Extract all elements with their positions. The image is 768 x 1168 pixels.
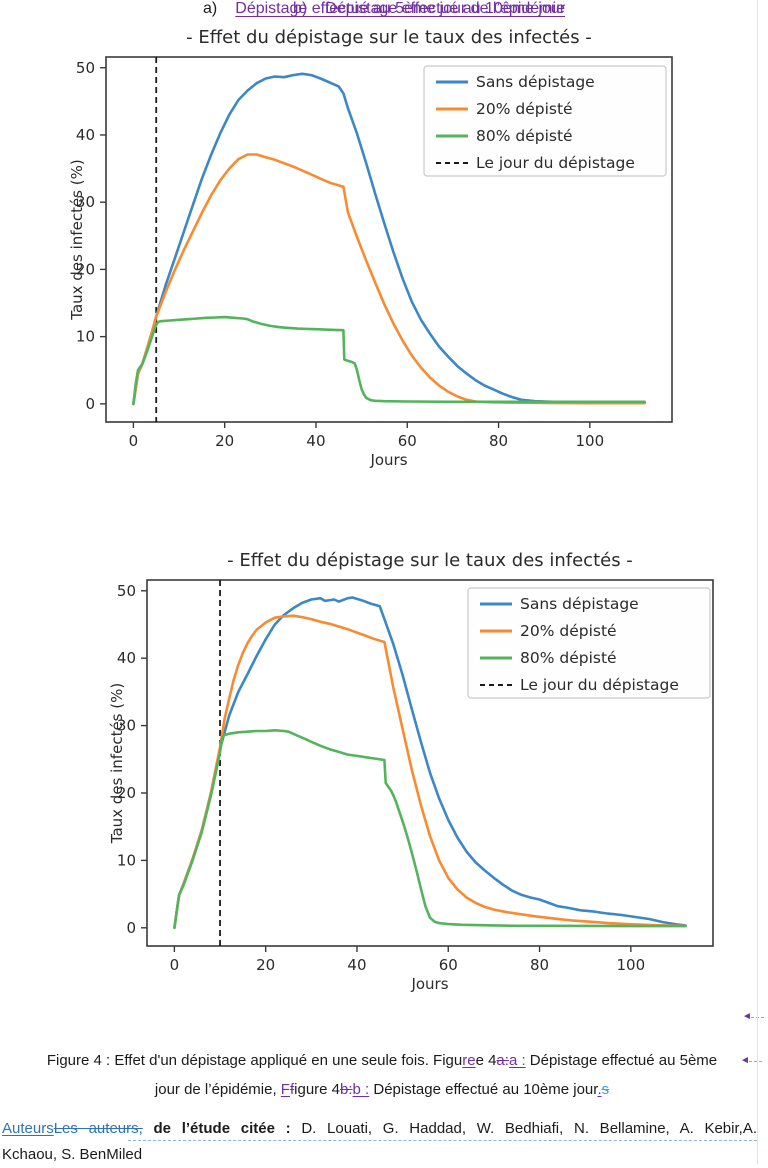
authors-line2: Kchaou, S. BenMiled [2,1142,757,1168]
svg-text:60: 60 [439,956,458,974]
comment-anchor-icon[interactable]: ◄ [742,1011,752,1022]
svg-text:10: 10 [117,851,136,869]
text-run: Dépistage effectué au 10ème jour [369,1081,598,1098]
svg-text:40: 40 [76,126,95,144]
caption-b-marker: b) [292,0,308,17]
authors-line1: AuteursLes auteurs, de l’étude citée : D… [2,1116,757,1142]
text-run: a : [508,1052,526,1069]
svg-text:50: 50 [117,582,136,600]
text-run: Figure 4 : Effet d'un dépistage appliqué… [46,1052,463,1069]
svg-text:Le jour du dépistage: Le jour du dépistage [520,676,679,694]
text-run: igure 4 [294,1081,341,1098]
text-run: D. Louati, G. Haddad, W. Bedhiafi, N. Be… [290,1120,757,1137]
svg-text:- Effet du dépistage sur le ta: - Effet du dépistage sur le taux des inf… [227,550,633,571]
text-run: b: [340,1081,353,1098]
svg-text:Jours: Jours [369,451,407,469]
svg-text:20: 20 [256,956,275,974]
figure-caption-line2: jour de l’épidémie, Ffigure 4b:b : Dépis… [4,1075,760,1104]
svg-text:40: 40 [306,432,325,450]
svg-text:0: 0 [170,956,180,974]
svg-text:0: 0 [85,395,95,413]
caption-b-label: Dépistage effectué au 10ème jour [325,0,566,17]
text-run: de l’étude citée : [153,1120,291,1137]
svg-text:Jours: Jours [410,975,448,993]
text-run: Auteurs [2,1120,54,1137]
text-run [143,1120,154,1137]
caption-b: b) Dépistage effectué au 10ème jour [90,0,768,18]
svg-text:- Effet du dépistage sur le ta: - Effet du dépistage sur le taux des inf… [186,27,592,48]
text-run: e 4 [475,1052,497,1069]
comment-anchor-icon[interactable]: ◄ [740,1055,750,1066]
svg-text:Sans dépistage: Sans dépistage [476,73,595,91]
text-run: Les auteurs, [53,1120,143,1137]
svg-text:20% dépisté: 20% dépisté [476,100,573,118]
svg-text:40: 40 [117,649,136,667]
text-run: Kchaou, S. BenMiled [2,1146,143,1163]
figure-caption-line1: Figure 4 : Effet d'un dépistage appliqué… [4,1046,760,1075]
caption-b-link[interactable]: b) Dépistage effectué au 10ème jour [293,0,565,17]
svg-text:Taux des infectés (%): Taux des infectés (%) [68,159,86,320]
text-run: a: [496,1052,509,1069]
svg-text:20: 20 [117,784,136,802]
svg-text:80: 80 [489,432,508,450]
text-run: re [462,1052,476,1069]
svg-text:100: 100 [576,432,605,450]
comment-range-underline [128,1140,757,1141]
text-run: s [601,1081,610,1098]
text-run: F [280,1081,290,1098]
svg-text:20: 20 [76,260,95,278]
svg-text:20: 20 [215,432,234,450]
caption-a-marker: a) [203,0,218,17]
svg-text:0: 0 [126,919,136,937]
svg-text:30: 30 [117,717,136,735]
caption-a-link[interactable]: Dépistage effectué au 5ème jour de l’épi… [235,0,565,17]
text-run: . [597,1081,602,1098]
authors-paragraph: AuteursLes auteurs, de l’étude citée : D… [2,1116,757,1168]
svg-text:80% dépisté: 80% dépisté [520,649,617,667]
text-run: b : [352,1081,370,1098]
svg-text:50: 50 [76,59,95,77]
chart-screening-day10: - Effet du dépistage sur le taux des inf… [108,550,714,993]
svg-text:100: 100 [617,956,646,974]
svg-text:Le jour du dépistage: Le jour du dépistage [476,154,635,172]
chart-screening-day5: - Effet du dépistage sur le taux des inf… [68,27,673,469]
svg-text:Sans dépistage: Sans dépistage [520,595,639,613]
text-run: f [289,1081,295,1098]
page-edge-line [757,0,758,1164]
text-run: jour de l’épidémie, [154,1081,281,1098]
caption-a: a) Dépistage effectué au 5ème jour de l’é… [0,0,768,18]
svg-text:80% dépisté: 80% dépisté [476,127,573,145]
figure-caption: Figure 4 : Effet d'un dépistage appliqué… [4,1046,760,1104]
svg-text:20% dépisté: 20% dépisté [520,622,617,640]
svg-text:60: 60 [398,432,417,450]
svg-text:10: 10 [76,328,95,346]
svg-text:30: 30 [76,193,95,211]
comment-leader-line [749,1061,762,1062]
svg-text:Taux des infectés (%): Taux des infectés (%) [108,683,126,844]
text-run: Dépistage effectué au 5ème [525,1052,718,1069]
svg-text:40: 40 [347,956,366,974]
svg-text:0: 0 [129,432,139,450]
svg-text:80: 80 [530,956,549,974]
